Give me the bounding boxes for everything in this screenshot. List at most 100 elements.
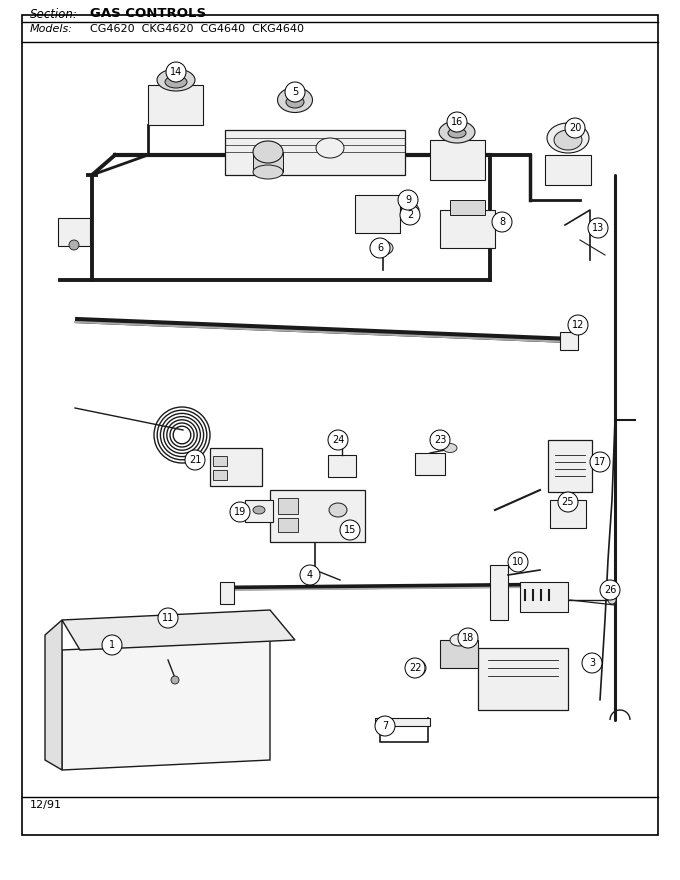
FancyBboxPatch shape bbox=[328, 455, 356, 477]
Text: 24: 24 bbox=[332, 435, 344, 445]
Text: 1: 1 bbox=[109, 640, 115, 650]
FancyBboxPatch shape bbox=[225, 130, 405, 175]
FancyBboxPatch shape bbox=[545, 155, 591, 185]
Circle shape bbox=[568, 315, 588, 335]
Text: 8: 8 bbox=[499, 217, 505, 227]
Ellipse shape bbox=[554, 130, 582, 150]
Circle shape bbox=[230, 502, 250, 522]
Ellipse shape bbox=[448, 128, 466, 138]
FancyBboxPatch shape bbox=[450, 200, 485, 215]
Circle shape bbox=[370, 238, 390, 258]
Circle shape bbox=[102, 635, 122, 655]
Circle shape bbox=[166, 62, 186, 82]
Circle shape bbox=[185, 450, 205, 470]
Text: 12: 12 bbox=[572, 320, 584, 330]
Circle shape bbox=[410, 660, 426, 676]
Circle shape bbox=[588, 218, 608, 238]
Circle shape bbox=[582, 653, 602, 673]
Text: 2: 2 bbox=[407, 210, 413, 220]
Text: 26: 26 bbox=[604, 585, 616, 595]
Ellipse shape bbox=[286, 96, 304, 108]
FancyBboxPatch shape bbox=[440, 210, 495, 248]
Text: 10: 10 bbox=[512, 557, 524, 567]
Text: 7: 7 bbox=[382, 721, 388, 731]
FancyBboxPatch shape bbox=[148, 85, 203, 125]
Ellipse shape bbox=[157, 69, 195, 91]
Text: 22: 22 bbox=[409, 663, 421, 673]
Circle shape bbox=[340, 520, 360, 540]
Circle shape bbox=[328, 430, 348, 450]
Circle shape bbox=[375, 716, 395, 736]
FancyBboxPatch shape bbox=[548, 440, 592, 492]
Text: 23: 23 bbox=[434, 435, 446, 445]
Circle shape bbox=[590, 452, 610, 472]
Text: 9: 9 bbox=[405, 195, 411, 205]
Text: 21: 21 bbox=[189, 455, 201, 465]
FancyBboxPatch shape bbox=[415, 453, 445, 475]
Ellipse shape bbox=[165, 76, 187, 88]
Text: 25: 25 bbox=[562, 497, 574, 507]
Text: 20: 20 bbox=[568, 123, 581, 133]
FancyBboxPatch shape bbox=[220, 582, 234, 604]
FancyBboxPatch shape bbox=[440, 640, 478, 668]
FancyBboxPatch shape bbox=[375, 718, 430, 726]
Ellipse shape bbox=[450, 634, 468, 646]
Ellipse shape bbox=[253, 141, 283, 163]
Circle shape bbox=[415, 665, 421, 671]
Circle shape bbox=[608, 596, 616, 604]
FancyBboxPatch shape bbox=[478, 648, 568, 710]
Polygon shape bbox=[45, 620, 62, 770]
Text: 18: 18 bbox=[462, 633, 474, 643]
Ellipse shape bbox=[439, 121, 475, 143]
Text: 16: 16 bbox=[451, 117, 463, 127]
Text: 11: 11 bbox=[162, 613, 174, 623]
Circle shape bbox=[398, 190, 418, 210]
Text: CG4620  CKG4620  CG4640  CKG4640: CG4620 CKG4620 CG4640 CKG4640 bbox=[90, 24, 304, 34]
Text: 13: 13 bbox=[592, 223, 604, 233]
Circle shape bbox=[430, 430, 450, 450]
FancyBboxPatch shape bbox=[58, 218, 90, 246]
FancyBboxPatch shape bbox=[213, 470, 227, 480]
Circle shape bbox=[565, 118, 585, 138]
Text: Models:: Models: bbox=[30, 24, 73, 34]
Circle shape bbox=[405, 658, 425, 678]
Circle shape bbox=[447, 112, 467, 132]
FancyBboxPatch shape bbox=[253, 152, 283, 172]
Circle shape bbox=[492, 212, 512, 232]
Polygon shape bbox=[62, 610, 295, 650]
Ellipse shape bbox=[277, 87, 313, 113]
Circle shape bbox=[171, 676, 179, 684]
Text: 3: 3 bbox=[589, 658, 595, 668]
FancyBboxPatch shape bbox=[213, 456, 227, 466]
Polygon shape bbox=[62, 640, 270, 770]
Ellipse shape bbox=[443, 444, 457, 452]
Ellipse shape bbox=[547, 123, 589, 153]
Text: 15: 15 bbox=[344, 525, 356, 535]
Ellipse shape bbox=[316, 138, 344, 158]
Ellipse shape bbox=[329, 503, 347, 517]
Text: 6: 6 bbox=[377, 243, 383, 253]
Circle shape bbox=[508, 552, 528, 572]
Text: 19: 19 bbox=[234, 507, 246, 517]
FancyBboxPatch shape bbox=[270, 490, 365, 542]
Circle shape bbox=[285, 82, 305, 102]
Circle shape bbox=[458, 628, 478, 648]
Circle shape bbox=[558, 492, 578, 512]
FancyBboxPatch shape bbox=[210, 448, 262, 486]
FancyBboxPatch shape bbox=[520, 582, 568, 612]
Text: 14: 14 bbox=[170, 67, 182, 77]
FancyBboxPatch shape bbox=[278, 498, 298, 514]
Circle shape bbox=[300, 565, 320, 585]
FancyBboxPatch shape bbox=[430, 140, 485, 180]
Text: 5: 5 bbox=[292, 87, 298, 97]
FancyBboxPatch shape bbox=[278, 518, 298, 532]
Ellipse shape bbox=[253, 165, 283, 179]
FancyBboxPatch shape bbox=[355, 195, 400, 233]
Text: 4: 4 bbox=[307, 570, 313, 580]
FancyBboxPatch shape bbox=[490, 565, 508, 620]
Text: Section:: Section: bbox=[30, 8, 78, 21]
Text: 17: 17 bbox=[594, 457, 606, 467]
FancyBboxPatch shape bbox=[550, 500, 586, 528]
FancyBboxPatch shape bbox=[245, 500, 273, 522]
Text: 12/91: 12/91 bbox=[30, 800, 62, 810]
